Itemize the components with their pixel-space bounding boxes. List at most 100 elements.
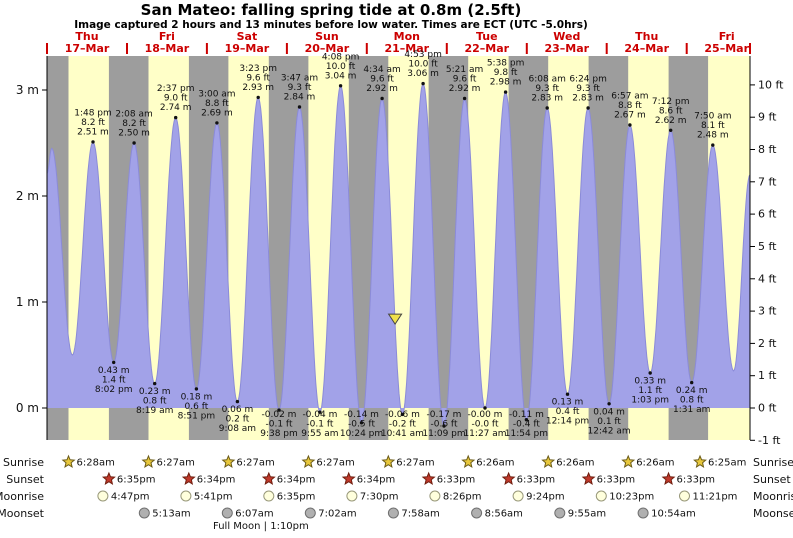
tide-point-dot bbox=[628, 123, 632, 127]
moonset-time: 7:02am bbox=[318, 509, 356, 520]
moonrise-time: 9:24pm bbox=[526, 492, 565, 503]
tide-point-dot bbox=[297, 105, 302, 109]
date-label: 25–Mar bbox=[704, 42, 749, 55]
high-tide-label-line: 2.93 m bbox=[242, 83, 274, 93]
sunrise-star-icon bbox=[221, 454, 236, 468]
current-tide-marker-icon bbox=[387, 313, 403, 326]
tide-point-dot bbox=[483, 406, 487, 410]
sunset-time: 6:34pm bbox=[197, 475, 236, 486]
sunrise-time: 6:26am bbox=[476, 458, 514, 469]
full-moon-note: Full Moon | 1:10pm bbox=[213, 521, 309, 532]
sunset-star-icon bbox=[421, 471, 436, 485]
day-label: Fri bbox=[719, 30, 735, 43]
moonset-time: 9:55am bbox=[568, 509, 606, 520]
low-tide-label-line: 0.06 m bbox=[222, 405, 254, 415]
moonset-row-label-right: Moonset bbox=[753, 507, 793, 520]
low-tide-label-line: -0.17 m bbox=[427, 410, 462, 420]
high-tide-label-line: 2.74 m bbox=[160, 103, 192, 113]
moonset-time: 7:58am bbox=[401, 509, 439, 520]
moonrise-circle-icon bbox=[263, 490, 275, 502]
low-tide-label-line: -0.04 m bbox=[302, 410, 337, 420]
high-tide-label-line: 2.51 m bbox=[77, 127, 109, 137]
day-label: Sat bbox=[237, 30, 258, 43]
low-tide-label-line: -0.11 m bbox=[509, 410, 544, 420]
y-axis-left-label: 1 m bbox=[16, 295, 39, 309]
low-tide-label-line: 9:38 pm bbox=[260, 429, 298, 439]
y-axis-right-label: 5 ft bbox=[758, 240, 777, 253]
tide-point-dot bbox=[524, 418, 529, 422]
high-tide-label-line: 2.69 m bbox=[201, 108, 233, 118]
low-tide-label-line: 0.13 m bbox=[552, 398, 584, 408]
tide-point-dot bbox=[442, 424, 446, 428]
high-tide-label-line: 5:38 pm bbox=[487, 59, 525, 69]
sunset-row-label-right: Sunset bbox=[753, 473, 791, 486]
high-tide-label-line: 8.1 ft bbox=[701, 121, 725, 131]
low-tide-label-line: 0.8 ft bbox=[143, 397, 167, 407]
high-tide-label-line: 2.50 m bbox=[118, 129, 150, 139]
sunset-star-icon bbox=[261, 471, 276, 485]
tide-point-dot bbox=[132, 141, 136, 145]
moonrise-time: 5:41pm bbox=[194, 492, 233, 503]
low-tide-label-line: 0.33 m bbox=[634, 377, 666, 387]
y-axis-right-label: 8 ft bbox=[758, 143, 777, 156]
moonrise-time: 8:26pm bbox=[443, 492, 482, 503]
date-label: 18–Mar bbox=[145, 42, 190, 55]
day-label: Mon bbox=[394, 30, 420, 43]
high-tide-label-line: 9.6 ft bbox=[453, 75, 477, 85]
high-tide-label-line: 6:08 am bbox=[529, 75, 566, 85]
sunrise-time: 6:28am bbox=[77, 458, 115, 469]
low-tide-label-line: 9:55 am bbox=[301, 429, 338, 439]
tide-point-dot bbox=[380, 96, 384, 101]
tide-point-dot bbox=[318, 410, 322, 414]
high-tide-label-line: 8.6 ft bbox=[659, 106, 683, 116]
moonset-circle-icon bbox=[138, 507, 150, 519]
sunset-star-icon bbox=[501, 471, 516, 485]
high-tide-label-line: 9.0 ft bbox=[164, 94, 188, 104]
sunrise-star-icon bbox=[141, 454, 156, 468]
high-tide-label-line: 3.06 m bbox=[407, 69, 439, 79]
low-tide-label-line: 11:54 pm bbox=[505, 429, 548, 439]
sunset-time: 6:33pm bbox=[517, 475, 556, 486]
high-tide-label-line: 6:57 am bbox=[611, 92, 648, 102]
sunset-star-icon bbox=[581, 471, 596, 485]
high-tide-label-line: 9.6 ft bbox=[246, 73, 270, 83]
tide-point-dot bbox=[545, 106, 549, 110]
sunset-star-icon bbox=[181, 471, 196, 485]
tide-point-dot bbox=[277, 408, 281, 412]
low-tide-label-line: -0.14 m bbox=[344, 410, 379, 420]
chart-title: San Mateo: falling spring tide at 0.8m (… bbox=[140, 1, 522, 19]
sunset-star-icon bbox=[341, 471, 356, 485]
sunset-star-icon bbox=[101, 471, 116, 485]
tide-point-dot bbox=[565, 392, 570, 396]
low-tide-label-line: 8:19 am bbox=[136, 406, 173, 416]
tide-point-dot bbox=[256, 95, 260, 100]
tide-point-dot bbox=[648, 371, 652, 375]
tide-point-dot bbox=[359, 421, 364, 425]
day-label: Thu bbox=[635, 30, 658, 43]
sunrise-row-label-left: Sunrise bbox=[3, 456, 44, 469]
moonrise-circle-icon bbox=[180, 490, 192, 502]
sunrise-row-label-right: Sunrise bbox=[753, 456, 793, 469]
day-label: Tue bbox=[476, 30, 498, 43]
low-tide-label-line: 1:31 am bbox=[673, 405, 710, 415]
low-tide-label-line: -0.1 ft bbox=[306, 420, 333, 430]
moonset-time: 5:13am bbox=[152, 509, 190, 520]
y-axis-right-label: 2 ft bbox=[758, 337, 777, 350]
moonset-time: 10:54am bbox=[651, 509, 696, 520]
low-tide-label-line: 9:08 am bbox=[219, 424, 256, 434]
sunrise-time: 6:27am bbox=[316, 458, 354, 469]
high-tide-label-line: 9.8 ft bbox=[494, 68, 518, 78]
low-tide-label-line: 1:03 pm bbox=[631, 396, 669, 406]
low-tide-label-line: 0.8 ft bbox=[680, 396, 704, 406]
high-tide-label-line: 7:12 pm bbox=[652, 97, 690, 107]
high-tide-label-line: 8.2 ft bbox=[122, 119, 146, 129]
day-label: Fri bbox=[159, 30, 175, 43]
day-label: Sun bbox=[315, 30, 339, 43]
tide-point-dot bbox=[400, 412, 405, 417]
tide-point-dot bbox=[669, 128, 673, 132]
low-tide-label-line: -0.0 ft bbox=[472, 420, 499, 430]
moonrise-time: 6:35pm bbox=[277, 492, 316, 503]
low-tide-label-line: 0.4 ft bbox=[556, 407, 580, 417]
low-tide-label-line: 0.6 ft bbox=[185, 402, 209, 412]
high-tide-label-line: 10.0 ft bbox=[408, 60, 438, 70]
